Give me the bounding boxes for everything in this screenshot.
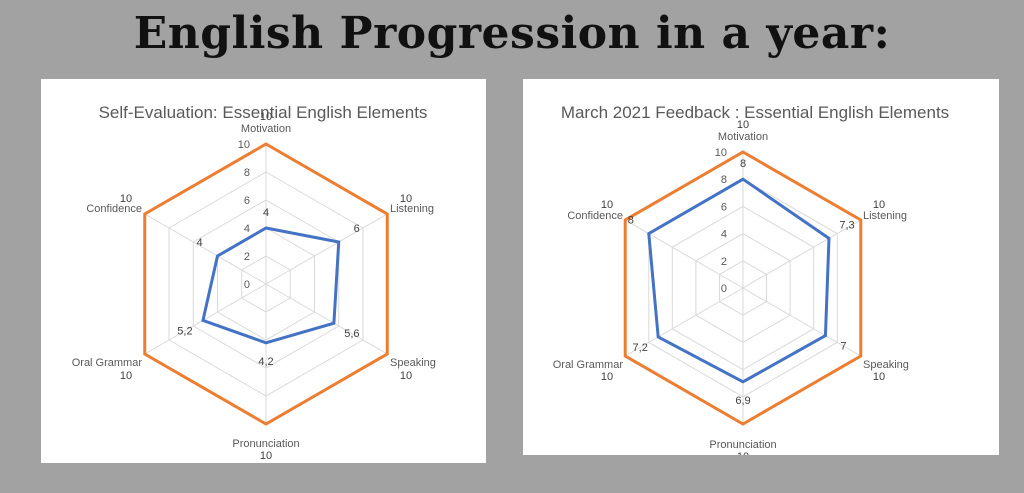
tick-label: 4 [244,223,250,235]
grid-spoke [624,287,744,357]
chart-panel-march-2021-feedback: March 2021 Feedback : Essential English … [523,79,999,455]
category-label-listening: Listening [390,203,434,215]
category-label-confidence: Confidence [567,210,623,222]
category-label-speaking: Speaking [863,359,909,371]
tick-label: 0 [244,279,250,291]
data-label-max: 10 [601,199,613,211]
tick-label: 4 [721,229,727,241]
grid-spoke [144,283,267,355]
data-label-max: 10 [400,370,412,382]
data-label-score: 8 [628,215,634,227]
data-label-score: 8 [740,158,746,170]
data-label-max: 10 [120,370,132,382]
series-line-max [623,150,863,426]
category-label-pronunciation: Pronunciation [709,439,776,451]
grid-spoke [265,213,388,285]
chart-title: March 2021 Feedback : Essential English … [561,103,949,122]
radar-chart-self-evaluation: Self-Evaluation: Essential English Eleme… [72,103,436,462]
data-label-score: 4,2 [258,356,273,368]
series-line-max [143,142,389,426]
grid-spoke [742,219,862,289]
series-line-score [647,177,831,384]
category-label-confidence: Confidence [86,203,142,215]
chart-panel-self-evaluation: Self-Evaluation: Essential English Eleme… [41,79,486,463]
data-label-max: 10 [873,371,885,383]
data-label-score: 6,9 [735,395,750,407]
radar-chart-march-2021-feedback: March 2021 Feedback : Essential English … [553,103,949,455]
data-label-score: 5,6 [344,328,359,340]
data-label-max: 10 [737,451,749,455]
data-label-max: 10 [737,119,749,131]
tick-label: 2 [244,251,250,263]
tick-label: 2 [721,256,727,268]
data-label-max: 10 [260,450,272,462]
page-title: English Progression in a year: [133,8,891,59]
data-label-score: 7,3 [839,219,854,231]
data-label-score: 5,2 [177,325,192,337]
category-label-motivation: Motivation [718,131,768,143]
tick-label: 8 [721,174,727,186]
category-label-pronunciation: Pronunciation [232,438,299,450]
data-label-score: 4 [263,207,269,219]
category-label-oral-grammar: Oral Grammar [72,357,143,369]
tick-label: 6 [244,195,250,207]
chart-title: Self-Evaluation: Essential English Eleme… [99,103,428,122]
tick-label: 8 [244,167,250,179]
data-label-score: 7 [840,341,846,353]
data-label-max: 10 [120,193,132,205]
series-line-score [201,226,341,345]
category-label-motivation: Motivation [241,123,291,135]
tick-label: 10 [238,139,250,151]
data-label-max: 10 [873,199,885,211]
category-label-listening: Listening [863,210,907,222]
data-label-score: 4 [196,237,202,249]
data-label-max: 10 [601,371,613,383]
tick-label: 0 [721,283,727,295]
data-label-max: 10 [400,193,412,205]
grid-spoke [624,219,744,289]
tick-label: 6 [721,201,727,213]
category-label-oral-grammar: Oral Grammar [553,359,624,371]
tick-label: 10 [715,147,727,159]
category-label-speaking: Speaking [390,357,436,369]
data-label-score: 6 [354,223,360,235]
grid-spoke [144,213,267,285]
data-label-max: 10 [260,111,272,123]
grid-spoke [742,287,862,357]
data-label-score: 7,2 [633,342,648,354]
grid-spoke [265,283,388,355]
